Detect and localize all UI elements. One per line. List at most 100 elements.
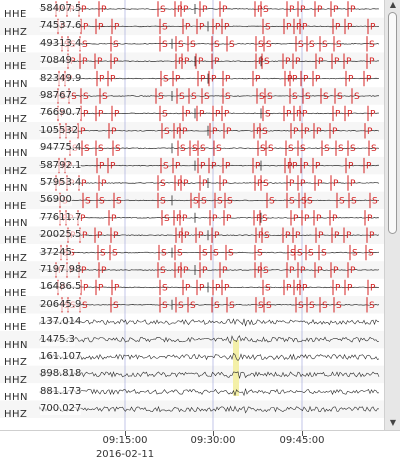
phase-pick-label: P xyxy=(110,75,116,85)
waveform-trace[interactable] xyxy=(39,182,380,184)
phase-pick-label: P xyxy=(256,127,262,137)
phase-pick-label: P xyxy=(111,214,117,224)
channel-name[interactable]: HHZ xyxy=(4,357,28,369)
phase-pick-label: P xyxy=(256,214,262,224)
waveform-trace[interactable] xyxy=(39,318,380,327)
waveform-trace[interactable] xyxy=(39,304,380,306)
channel-name[interactable]: HHE xyxy=(4,322,27,334)
waveform-trace[interactable] xyxy=(39,60,380,62)
phase-pick-label: S xyxy=(202,249,208,259)
phase-pick-label: S xyxy=(258,40,264,50)
phase-pick-label: P xyxy=(255,75,261,85)
phase-pick-label: P xyxy=(224,283,230,293)
phase-pick-label: P xyxy=(292,75,298,85)
phase-pick-label: P xyxy=(81,266,87,276)
waveform-trace[interactable] xyxy=(39,388,380,397)
channel-name[interactable]: HHN xyxy=(4,148,29,160)
channel-name[interactable]: HHE xyxy=(4,305,27,316)
waveform-trace[interactable] xyxy=(39,269,380,271)
trace-canvas[interactable]: PPPPSPPPPPSPPPPPPPPPSPPPPSPPPPPPSSSSSSSS… xyxy=(0,0,384,430)
vertical-scrollbar[interactable]: ▲ ▼ xyxy=(384,0,400,430)
channel-name[interactable]: HHN xyxy=(4,218,29,229)
waveform-trace[interactable] xyxy=(39,352,380,362)
phase-pick-label: S xyxy=(162,283,168,293)
waveform-trace[interactable] xyxy=(39,199,380,202)
phase-pick-label: P xyxy=(183,266,189,276)
waveform-trace[interactable] xyxy=(39,112,380,115)
channel-name[interactable]: HHZ xyxy=(4,113,28,125)
phase-pick-label: S xyxy=(180,144,186,154)
phase-pick-label: P xyxy=(286,283,292,293)
phase-pick-label: S xyxy=(298,301,304,311)
channel-name[interactable]: HHZ xyxy=(4,96,28,108)
phase-pick-label: S xyxy=(267,92,273,102)
waveform-trace[interactable] xyxy=(39,405,380,414)
phase-pick-label: P xyxy=(212,127,218,137)
phase-pick-label: P xyxy=(175,162,181,172)
channel-name[interactable]: HHN xyxy=(4,131,29,142)
phase-pick-label: S xyxy=(190,40,196,50)
channel-name[interactable]: HHZ xyxy=(4,270,28,282)
phase-pick-label: P xyxy=(335,109,341,119)
channel-name[interactable]: HHE xyxy=(4,287,27,299)
phase-pick-label: S xyxy=(298,40,304,50)
phase-pick-label: P xyxy=(302,109,308,119)
waveform-trace[interactable] xyxy=(39,217,380,219)
phase-pick-label: P xyxy=(318,57,324,67)
channel-name[interactable]: HHE xyxy=(4,61,27,73)
phase-pick-label: S xyxy=(258,301,264,311)
phase-pick-label: P xyxy=(70,57,76,67)
waveform-trace[interactable] xyxy=(39,8,380,10)
phase-pick-label: S xyxy=(115,144,121,154)
scroll-down-icon[interactable]: ▼ xyxy=(389,418,397,427)
phase-pick-label: P xyxy=(302,22,308,32)
channel-name[interactable]: HHN xyxy=(4,339,29,351)
amplitude-label: 94775.4 xyxy=(40,142,82,155)
waveform-trace[interactable] xyxy=(39,130,380,132)
phase-pick-label: P xyxy=(215,283,221,293)
phase-pick-label: P xyxy=(347,283,353,293)
waveform-trace[interactable] xyxy=(39,95,380,97)
phase-pick-label: S xyxy=(351,196,357,206)
phase-pick-label: P xyxy=(199,22,205,32)
phase-pick-label: P xyxy=(333,179,339,189)
scroll-up-icon[interactable]: ▲ xyxy=(389,0,397,9)
phase-pick-label: S xyxy=(85,196,91,206)
channel-name[interactable]: HHN xyxy=(4,78,29,90)
channel-name[interactable]: HHE xyxy=(4,235,27,247)
selection-highlight[interactable] xyxy=(233,340,239,396)
phase-pick-label: P xyxy=(114,109,120,119)
channel-name[interactable]: HHZ xyxy=(4,26,28,38)
channel-name[interactable]: HHN xyxy=(4,183,29,195)
phase-pick-label: P xyxy=(367,127,373,137)
channel-name[interactable]: HHE xyxy=(4,200,27,212)
phase-pick-label: S xyxy=(192,144,198,154)
channel-name[interactable]: HHZ xyxy=(4,374,28,386)
channel-name[interactable]: HHZ xyxy=(4,252,28,264)
phase-pick-label: P xyxy=(332,214,338,224)
amplitude-label: 105532 xyxy=(40,124,79,137)
channel-name[interactable]: HHN xyxy=(4,392,29,403)
waveform-trace[interactable] xyxy=(39,251,380,254)
phase-pick-label: P xyxy=(258,57,264,67)
waveform-trace[interactable] xyxy=(39,286,380,289)
waveform-trace[interactable] xyxy=(39,335,380,344)
phase-pick-label: P xyxy=(346,231,352,241)
channel-name[interactable]: HHZ xyxy=(4,409,28,421)
channel-name[interactable]: HHE xyxy=(4,44,27,55)
phase-pick-label: S xyxy=(178,301,184,311)
phase-pick-label: P xyxy=(200,75,206,85)
scrollbar-thumb[interactable] xyxy=(388,12,397,234)
phase-pick-label: P xyxy=(370,109,376,119)
phase-pick-label: S xyxy=(336,301,342,311)
channel-name[interactable]: HHE xyxy=(4,9,27,21)
phase-pick-label: S xyxy=(371,144,377,154)
phase-pick-label: S xyxy=(214,40,220,50)
waveform-trace[interactable] xyxy=(39,371,380,379)
phase-pick-label: P xyxy=(369,57,375,67)
waveform-trace[interactable] xyxy=(39,43,380,45)
waveform-trace[interactable] xyxy=(39,25,380,28)
channel-name[interactable]: HHZ xyxy=(4,165,28,177)
phase-pick-label: P xyxy=(348,75,354,85)
